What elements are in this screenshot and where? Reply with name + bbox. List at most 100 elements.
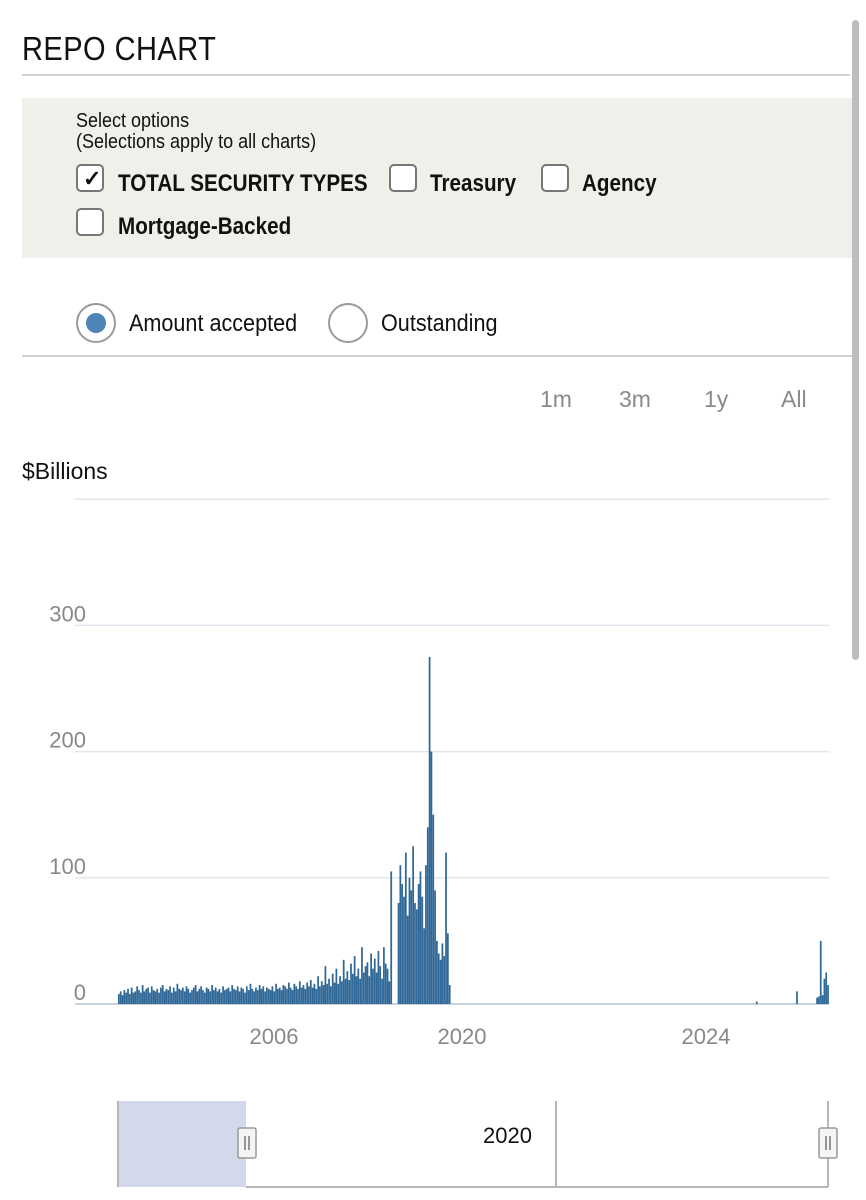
- bar[interactable]: [337, 983, 340, 1004]
- range-button-all[interactable]: All: [781, 386, 807, 412]
- bar[interactable]: [138, 990, 140, 1004]
- bar[interactable]: [214, 987, 217, 1004]
- bar[interactable]: [401, 884, 404, 1004]
- bar[interactable]: [196, 991, 199, 1004]
- bar[interactable]: [291, 990, 294, 1004]
- bar[interactable]: [796, 991, 798, 1004]
- bar[interactable]: [192, 987, 195, 1004]
- bar[interactable]: [368, 976, 371, 1004]
- bar[interactable]: [375, 972, 378, 1004]
- bar[interactable]: [141, 985, 144, 1004]
- bar[interactable]: [434, 890, 436, 1004]
- checkbox-label-treasury[interactable]: Treasury: [430, 170, 517, 197]
- bar[interactable]: [333, 982, 336, 1004]
- bar[interactable]: [432, 814, 435, 1004]
- bar[interactable]: [158, 992, 160, 1004]
- bar[interactable]: [295, 986, 298, 1004]
- bar[interactable]: [447, 933, 449, 1004]
- bar[interactable]: [381, 978, 383, 1004]
- bar[interactable]: [340, 981, 343, 1004]
- navigator-selected-range[interactable]: [118, 1101, 246, 1187]
- bar[interactable]: [755, 1001, 758, 1004]
- range-button-1m[interactable]: 1m: [540, 386, 572, 412]
- bar[interactable]: [249, 983, 252, 1004]
- bar[interactable]: [258, 985, 261, 1004]
- bar[interactable]: [139, 992, 142, 1004]
- bar[interactable]: [277, 988, 279, 1004]
- bar[interactable]: [161, 985, 164, 1004]
- bar[interactable]: [119, 991, 122, 1004]
- bar[interactable]: [419, 871, 422, 1004]
- bar[interactable]: [818, 996, 820, 1004]
- bar[interactable]: [339, 976, 341, 1004]
- radio-label-amount-accepted[interactable]: Amount accepted: [129, 310, 298, 337]
- bar[interactable]: [379, 966, 382, 1004]
- bar[interactable]: [236, 986, 239, 1004]
- bar[interactable]: [165, 988, 168, 1004]
- bar[interactable]: [174, 991, 177, 1004]
- bar[interactable]: [286, 988, 288, 1004]
- bar[interactable]: [366, 962, 369, 1004]
- bar[interactable]: [128, 993, 131, 1004]
- bar[interactable]: [240, 987, 243, 1004]
- bar[interactable]: [282, 985, 285, 1004]
- bar[interactable]: [183, 991, 186, 1004]
- bar[interactable]: [149, 992, 151, 1004]
- checkbox-mortgage-backed[interactable]: [76, 208, 104, 236]
- bar[interactable]: [414, 903, 416, 1004]
- bar[interactable]: [269, 990, 272, 1004]
- bar[interactable]: [218, 988, 221, 1004]
- bar[interactable]: [247, 990, 250, 1004]
- bar[interactable]: [355, 976, 358, 1004]
- bar[interactable]: [202, 990, 204, 1004]
- bar[interactable]: [255, 987, 257, 1004]
- bar[interactable]: [284, 986, 287, 1004]
- bar[interactable]: [178, 988, 181, 1004]
- bar[interactable]: [372, 968, 374, 1004]
- bar[interactable]: [271, 986, 274, 1004]
- bar[interactable]: [328, 978, 330, 1004]
- bar[interactable]: [245, 986, 248, 1004]
- bar[interactable]: [417, 884, 420, 1004]
- bar[interactable]: [300, 987, 303, 1004]
- bar[interactable]: [437, 953, 440, 1004]
- bar[interactable]: [187, 988, 190, 1004]
- bar[interactable]: [224, 990, 226, 1004]
- bar[interactable]: [403, 896, 405, 1004]
- bar[interactable]: [238, 991, 241, 1004]
- bar[interactable]: [324, 966, 327, 1004]
- bar[interactable]: [388, 981, 391, 1004]
- bar[interactable]: [825, 972, 828, 1004]
- bar[interactable]: [330, 986, 332, 1004]
- bar[interactable]: [156, 988, 159, 1004]
- bar[interactable]: [143, 991, 146, 1004]
- bar[interactable]: [222, 986, 224, 1004]
- bar[interactable]: [205, 987, 208, 1004]
- bar[interactable]: [211, 985, 213, 1004]
- bar[interactable]: [436, 940, 438, 1004]
- bar[interactable]: [383, 947, 385, 1004]
- bar[interactable]: [298, 981, 301, 1004]
- bar[interactable]: [216, 991, 219, 1004]
- bar[interactable]: [326, 983, 329, 1004]
- bar[interactable]: [359, 978, 361, 1004]
- bar[interactable]: [320, 981, 323, 1004]
- bar[interactable]: [821, 995, 824, 1004]
- bar[interactable]: [189, 992, 192, 1004]
- bar[interactable]: [132, 992, 135, 1004]
- bar[interactable]: [180, 990, 182, 1004]
- bar[interactable]: [123, 990, 126, 1004]
- bar[interactable]: [348, 980, 351, 1004]
- range-navigator[interactable]: 2020: [0, 1096, 866, 1200]
- bar[interactable]: [410, 890, 413, 1004]
- radio-outstanding[interactable]: [328, 303, 368, 343]
- bar[interactable]: [827, 985, 829, 1004]
- bar[interactable]: [425, 865, 427, 1004]
- bar[interactable]: [251, 988, 254, 1004]
- bar[interactable]: [421, 896, 424, 1004]
- bar[interactable]: [231, 985, 234, 1004]
- bar[interactable]: [233, 988, 235, 1004]
- bar[interactable]: [293, 983, 296, 1004]
- bar[interactable]: [253, 991, 255, 1004]
- bar[interactable]: [191, 990, 193, 1004]
